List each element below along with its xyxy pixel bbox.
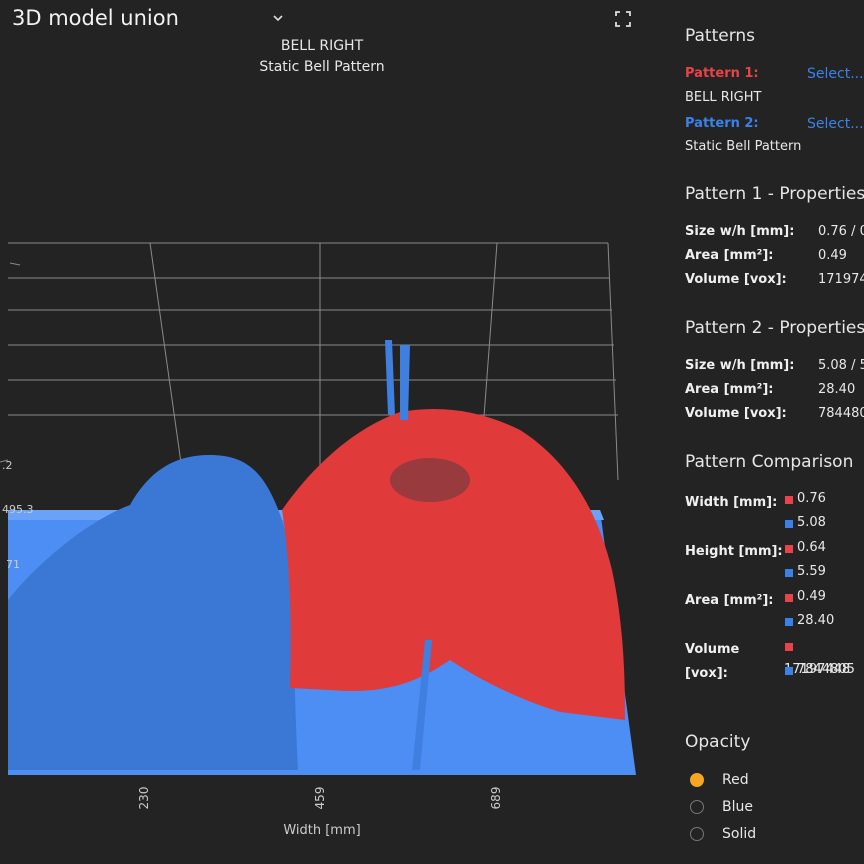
comparison-value: 5.08 bbox=[797, 515, 826, 530]
grid bbox=[8, 242, 619, 481]
comparison-value: 0.64 bbox=[797, 540, 826, 555]
side-tick-label: 71 bbox=[6, 558, 20, 571]
property-value: 7844805 bbox=[818, 406, 864, 421]
comparison-value: 17197448 bbox=[784, 662, 851, 677]
radio-label[interactable]: Solid bbox=[722, 826, 757, 842]
pattern-name: BELL RIGHT bbox=[685, 90, 762, 105]
comparison-label: Height [mm]: bbox=[685, 544, 783, 559]
legend-swatch bbox=[785, 520, 793, 528]
legend-swatch bbox=[785, 545, 793, 553]
property-value: 0.49 bbox=[818, 248, 847, 263]
blue-stem bbox=[412, 640, 432, 770]
x-tick-label: 689 bbox=[489, 786, 503, 810]
legend-swatch bbox=[785, 569, 793, 577]
blue-spike bbox=[385, 340, 410, 420]
comparison-value: 28.40 bbox=[797, 613, 835, 628]
comparison-value: 0.76 bbox=[797, 491, 826, 506]
property-value: 0.76 / 0.64 bbox=[818, 224, 864, 239]
red-blob bbox=[282, 409, 625, 720]
pattern-name: Static Bell Pattern bbox=[685, 139, 802, 154]
property-label: Volume [vox]: bbox=[685, 406, 787, 421]
side-tick-label: 495.3 bbox=[2, 503, 34, 516]
comparison-label: Volume [vox]: bbox=[685, 642, 740, 681]
radio-label[interactable]: Blue bbox=[722, 799, 753, 815]
legend-swatch bbox=[785, 643, 793, 651]
pattern-label: Pattern 1: bbox=[685, 66, 759, 81]
select-link[interactable]: Select... bbox=[807, 116, 864, 132]
section-heading: Patterns bbox=[685, 26, 756, 46]
radio-label[interactable]: Red bbox=[722, 772, 749, 788]
plot-canvas bbox=[0, 242, 636, 775]
x-tick-label: 459 bbox=[313, 786, 327, 810]
pattern-label: Pattern 2: bbox=[685, 116, 759, 131]
section-heading: Pattern 1 - Properties bbox=[685, 184, 864, 204]
property-value: 28.40 bbox=[818, 382, 856, 397]
radio-button[interactable] bbox=[690, 773, 704, 787]
comparison-value: 0.49 bbox=[797, 589, 826, 604]
section-heading: Opacity bbox=[685, 732, 751, 752]
select-link[interactable]: Select... bbox=[807, 66, 864, 82]
comparison-value: 5.59 bbox=[797, 564, 826, 579]
legend-swatch bbox=[785, 618, 793, 626]
property-label: Size w/h [mm]: bbox=[685, 224, 795, 239]
property-label: Size w/h [mm]: bbox=[685, 358, 795, 373]
section-heading: Pattern Comparison bbox=[685, 452, 854, 472]
legend-swatch bbox=[785, 594, 793, 602]
blue-blob bbox=[8, 455, 298, 770]
radio-button[interactable] bbox=[690, 800, 704, 814]
window-title: 3D model union bbox=[12, 6, 179, 30]
property-label: Area [mm²]: bbox=[685, 382, 774, 397]
comparison-label: Area [mm²]: bbox=[685, 593, 774, 608]
fullscreen-button[interactable] bbox=[614, 10, 632, 28]
property-value: 17197448 bbox=[818, 272, 864, 287]
legend-swatch bbox=[785, 667, 793, 675]
dropdown-chevron[interactable] bbox=[272, 13, 284, 23]
property-value: 5.08 / 5.59 bbox=[818, 358, 864, 373]
legend-swatch bbox=[785, 496, 793, 504]
radio-button[interactable] bbox=[690, 827, 704, 841]
property-label: Area [mm²]: bbox=[685, 248, 774, 263]
section-heading: Pattern 2 - Properties bbox=[685, 318, 864, 338]
plot-title: BELL RIGHT bbox=[280, 38, 364, 54]
red-hollow bbox=[390, 458, 470, 502]
comparison-label: Width [mm]: bbox=[685, 495, 778, 510]
x-tick-label: 230 bbox=[137, 786, 151, 810]
side-tick-label: .2 bbox=[2, 459, 13, 472]
axis-edge bbox=[0, 262, 21, 463]
x-axis-label: Width [mm] bbox=[283, 823, 361, 838]
plot-subtitle: Static Bell Pattern bbox=[259, 59, 385, 75]
property-label: Volume [vox]: bbox=[685, 272, 787, 287]
comparison-value: 7844805 bbox=[797, 662, 855, 677]
